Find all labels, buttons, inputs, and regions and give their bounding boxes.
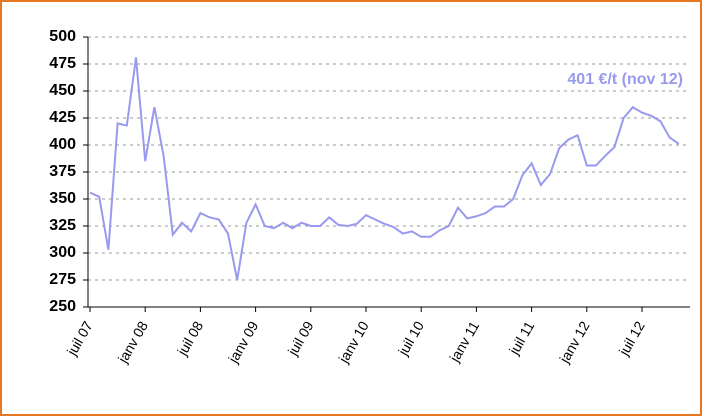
y-tick-label: 400 xyxy=(49,136,76,153)
y-tick-label: 300 xyxy=(49,244,76,261)
y-tick-label: 350 xyxy=(49,190,76,207)
y-tick-label: 375 xyxy=(49,163,76,180)
y-tick-label: 250 xyxy=(49,298,76,315)
y-tick-label: 425 xyxy=(49,109,76,126)
annotation: 401 €/t (nov 12) xyxy=(567,71,683,88)
y-tick-label: 450 xyxy=(49,82,76,99)
line-series xyxy=(89,57,680,281)
y-tick-label: 500 xyxy=(49,28,76,45)
y-tick-label: 275 xyxy=(49,271,76,288)
y-tick-label: 475 xyxy=(49,55,76,72)
y-tick-label: 325 xyxy=(49,217,76,234)
